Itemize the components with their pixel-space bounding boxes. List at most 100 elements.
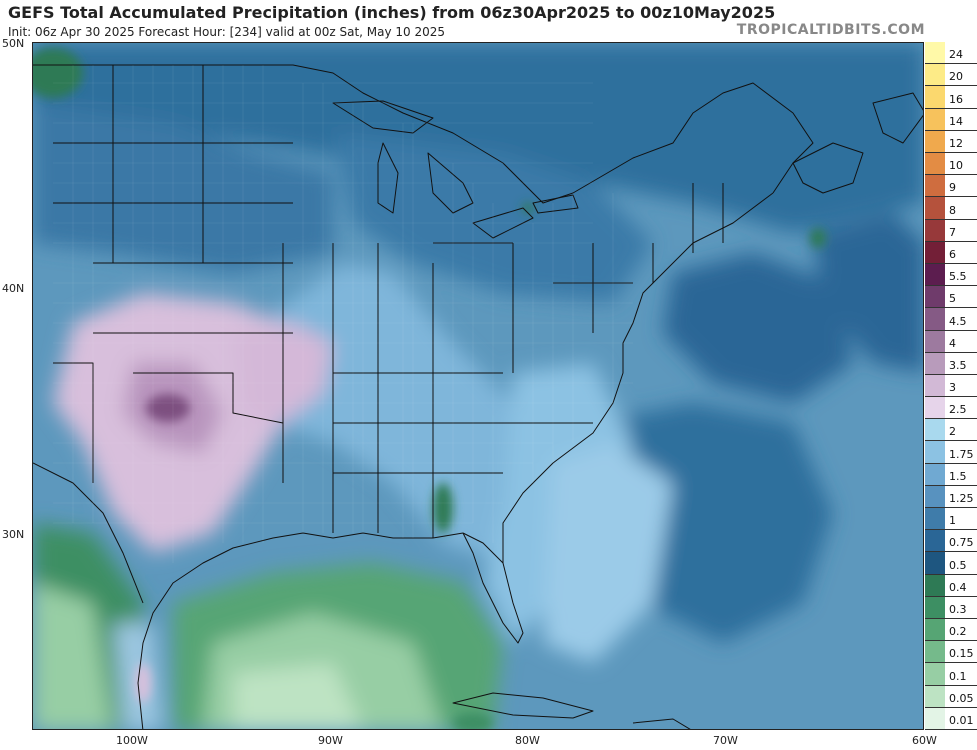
colorbar-label: 5.5: [949, 270, 967, 284]
colorbar-swatch: [925, 596, 945, 619]
colorbar-label: 2.5: [949, 403, 967, 417]
colorbar-level: 1.75: [925, 441, 977, 464]
colorbar-swatch: [925, 641, 945, 663]
colorbar-swatch: [925, 707, 945, 729]
colorbar-label: 14: [949, 114, 963, 128]
colorbar-label: 1.5: [949, 469, 967, 483]
colorbar-level: 1: [925, 508, 977, 531]
colorbar-swatch: [925, 374, 945, 397]
colorbar-label: 1.25: [949, 492, 974, 506]
colorbar-level: 20: [925, 64, 977, 87]
colorbar-level: 10: [925, 152, 977, 176]
lon-label-70w: 70W: [713, 734, 738, 747]
colorbar-label: 5: [949, 292, 956, 306]
colorbar-label: 12: [949, 136, 963, 150]
colorbar-level: 12: [925, 130, 977, 153]
colorbar-label: 3: [949, 381, 956, 395]
colorbar-swatch: [925, 463, 945, 485]
colorbar-label: 0.01: [949, 713, 974, 727]
lon-label-90w: 90W: [318, 734, 343, 747]
colorbar-label: 4.5: [949, 314, 967, 328]
lat-label-30n: 30N: [2, 528, 25, 541]
colorbar-swatch: [925, 197, 945, 219]
colorbar-label: 0.4: [949, 580, 967, 594]
colorbar-level: 5: [925, 286, 977, 309]
colorbar-label: 24: [949, 48, 963, 62]
map-frame: [32, 42, 924, 730]
colorbar-level: 0.75: [925, 530, 977, 553]
colorbar-level: 7: [925, 219, 977, 242]
colorbar-swatch: [925, 330, 945, 352]
brand-watermark: TROPICALTIDBITS.COM: [736, 22, 925, 38]
colorbar-label: 0.2: [949, 625, 967, 639]
colorbar-swatch: [925, 441, 945, 463]
colorbar-level: 9: [925, 175, 977, 198]
colorbar-level: 4.5: [925, 308, 977, 331]
colorbar-level: 2.5: [925, 397, 977, 420]
colorbar-label: 10: [949, 159, 963, 173]
colorbar-label: 0.5: [949, 558, 967, 572]
colorbar-label: 0.75: [949, 536, 974, 550]
colorbar-swatch: [925, 685, 945, 707]
colorbar-label: 1.75: [949, 447, 974, 461]
colorbar-label: 3.5: [949, 358, 967, 372]
colorbar-level: 1.5: [925, 463, 977, 486]
lon-label-80w: 80W: [515, 734, 540, 747]
colorbar-level: 4: [925, 330, 977, 353]
borders: [33, 64, 923, 729]
colorbar-level: 16: [925, 86, 977, 109]
colorbar-level: 3: [925, 374, 977, 398]
colorbar-swatch: [925, 286, 945, 308]
colorbar-label: 7: [949, 225, 956, 239]
colorbar-label: 16: [949, 92, 963, 106]
colorbar-label: 6: [949, 247, 956, 261]
lon-label-60w: 60W: [912, 734, 937, 747]
colorbar-level: 0.2: [925, 619, 977, 642]
colorbar-label: 8: [949, 203, 956, 217]
precipitation-map: [33, 43, 923, 729]
lat-label-40n: 40N: [2, 282, 25, 295]
colorbar-swatch: [925, 485, 945, 508]
colorbar-level: 14: [925, 108, 977, 131]
county-grid: [53, 65, 633, 563]
colorbar-level: 3.5: [925, 352, 977, 375]
colorbar-swatch: [925, 152, 945, 175]
colorbar-label: 0.15: [949, 647, 974, 661]
colorbar-swatch: [925, 397, 945, 419]
colorbar-label: 20: [949, 70, 963, 84]
colorbar-swatch: [925, 574, 945, 596]
colorbar-label: 9: [949, 181, 956, 195]
colorbar-swatch: [925, 530, 945, 552]
colorbar-level: 0.1: [925, 663, 977, 686]
colorbar-level: 2: [925, 419, 977, 442]
colorbar-level: 24: [925, 42, 977, 65]
colorbar-level: 1.25: [925, 485, 977, 509]
colorbar-swatch: [925, 175, 945, 197]
colorbar-level: 0.4: [925, 574, 977, 597]
colorbar-label: 4: [949, 336, 956, 350]
colorbar-swatch: [925, 552, 945, 574]
colorbar-swatch: [925, 263, 945, 286]
colorbar-swatch: [925, 86, 945, 108]
colorbar-swatch: [925, 508, 945, 530]
colorbar-swatch: [925, 64, 945, 86]
colorbar-swatch: [925, 619, 945, 641]
colorbar-level: 5.5: [925, 263, 977, 287]
colorbar-swatch: [925, 663, 945, 685]
colorbar-swatch: [925, 308, 945, 330]
colorbar-level: 0.5: [925, 552, 977, 575]
colorbar-level: 0.3: [925, 596, 977, 620]
colorbar-swatch: [925, 352, 945, 374]
map-subtitle: Init: 06z Apr 30 2025 Forecast Hour: [23…: [8, 25, 446, 39]
colorbar-swatch: [925, 108, 945, 130]
colorbar-label: 0.1: [949, 669, 967, 683]
lon-label-100w: 100W: [116, 734, 148, 747]
colorbar-level: 6: [925, 241, 977, 264]
map-title: GEFS Total Accumulated Precipitation (in…: [8, 3, 776, 22]
colorbar-label: 0.05: [949, 691, 974, 705]
colorbar-level: 0.01: [925, 707, 977, 730]
colorbar-swatch: [925, 419, 945, 441]
colorbar-label: 0.3: [949, 603, 967, 617]
colorbar-level: 0.05: [925, 685, 977, 708]
colorbar-swatch: [925, 130, 945, 152]
